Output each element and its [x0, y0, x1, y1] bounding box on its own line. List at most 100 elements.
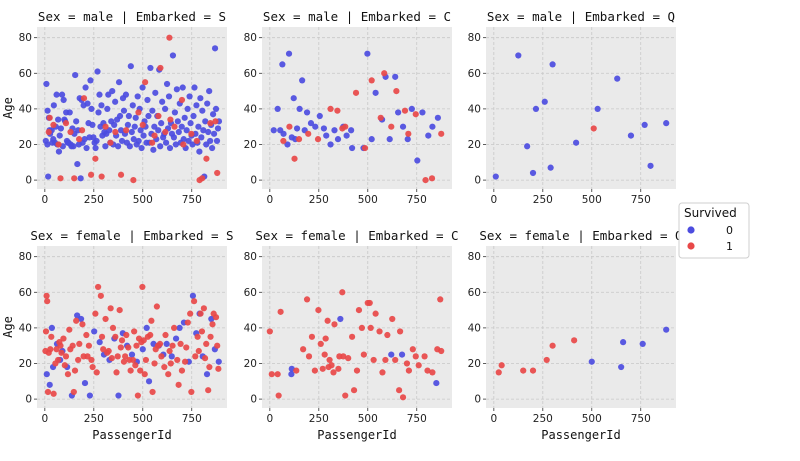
data-point-survived-0 — [128, 128, 135, 136]
data-point-survived-1 — [169, 342, 176, 349]
data-point-survived-0 — [429, 123, 436, 130]
y-tick-label: 60 — [19, 287, 32, 299]
data-point-survived-1 — [421, 353, 428, 360]
legend-title: Survived — [684, 206, 737, 220]
data-point-survived-0 — [127, 63, 134, 70]
data-point-survived-1 — [438, 130, 445, 137]
data-point-survived-1 — [366, 299, 373, 307]
data-point-survived-1 — [549, 342, 556, 349]
data-point-survived-0 — [58, 91, 66, 98]
data-point-survived-0 — [132, 114, 139, 121]
data-point-survived-1 — [60, 335, 67, 342]
y-tick-label: 20 — [19, 139, 32, 151]
panel-title: Sex = male | Embarked = S — [38, 9, 226, 24]
data-point-survived-0 — [200, 127, 207, 134]
data-point-survived-1 — [92, 310, 99, 317]
data-point-survived-0 — [57, 125, 64, 132]
data-point-survived-1 — [48, 333, 55, 340]
data-point-survived-0 — [327, 141, 334, 148]
data-point-survived-1 — [171, 324, 178, 331]
data-point-survived-1 — [57, 342, 64, 349]
data-point-survived-0 — [166, 144, 174, 152]
data-point-survived-0 — [386, 136, 393, 143]
data-point-survived-1 — [328, 362, 335, 369]
data-point-survived-1 — [92, 155, 99, 162]
x-tick-label: 0 — [266, 413, 273, 425]
data-point-survived-0 — [549, 61, 556, 68]
data-point-survived-1 — [322, 335, 329, 342]
data-point-survived-1 — [178, 367, 186, 374]
data-point-survived-0 — [211, 45, 219, 52]
data-point-survived-1 — [424, 367, 431, 374]
data-point-survived-0 — [89, 121, 96, 129]
data-point-survived-0 — [198, 134, 205, 141]
facet-panel: Sex = female | Embarked = C 0 20 40 60 80 0 250… — [244, 228, 459, 442]
y-tick-label: 0 — [25, 175, 32, 187]
x-tick-label: 750 — [182, 194, 202, 206]
data-point-survived-1 — [73, 317, 80, 324]
legend-marker-0 — [687, 226, 695, 234]
data-point-survived-1 — [64, 371, 72, 378]
data-point-survived-1 — [388, 123, 395, 130]
data-point-survived-1 — [137, 367, 144, 374]
data-point-survived-1 — [181, 358, 189, 365]
data-point-survived-0 — [162, 139, 170, 146]
data-point-survived-0 — [77, 175, 84, 182]
data-point-survived-1 — [415, 362, 422, 369]
data-point-survived-1 — [319, 365, 326, 372]
data-point-survived-0 — [408, 105, 415, 112]
data-point-survived-1 — [75, 356, 82, 364]
data-point-survived-1 — [335, 365, 342, 372]
data-point-survived-1 — [61, 362, 68, 369]
data-point-survived-0 — [96, 91, 103, 98]
legend-label-0: 0 — [726, 224, 733, 237]
data-point-survived-1 — [274, 371, 281, 378]
data-point-survived-0 — [158, 120, 165, 127]
data-point-survived-1 — [315, 306, 322, 314]
data-point-survived-1 — [520, 367, 527, 374]
data-point-survived-0 — [284, 141, 291, 148]
x-tick-label: 250 — [84, 194, 104, 206]
data-point-survived-1 — [409, 346, 416, 353]
data-point-survived-0 — [91, 328, 98, 335]
data-point-survived-0 — [45, 173, 52, 180]
data-point-survived-1 — [209, 321, 216, 328]
data-point-survived-0 — [115, 79, 123, 86]
data-point-survived-0 — [524, 143, 531, 150]
data-point-survived-1 — [162, 128, 169, 136]
data-point-survived-1 — [382, 356, 389, 364]
data-point-survived-1 — [147, 331, 154, 339]
data-point-survived-1 — [71, 367, 79, 374]
data-point-survived-0 — [144, 96, 151, 104]
data-point-survived-1 — [314, 136, 322, 143]
data-point-survived-0 — [116, 112, 124, 120]
data-point-survived-0 — [55, 148, 63, 155]
data-point-survived-1 — [89, 363, 96, 371]
data-point-survived-0 — [130, 136, 137, 143]
data-point-survived-1 — [381, 70, 388, 77]
y-axis-label: Age — [1, 97, 15, 119]
data-point-survived-0 — [532, 105, 540, 112]
data-point-survived-0 — [48, 324, 55, 331]
data-point-survived-1 — [190, 298, 198, 305]
data-point-survived-1 — [141, 371, 148, 378]
data-point-survived-0 — [205, 128, 212, 136]
data-point-survived-0 — [163, 80, 171, 88]
data-point-survived-1 — [311, 367, 318, 374]
x-tick-label: 750 — [631, 194, 651, 206]
data-point-survived-1 — [317, 340, 324, 348]
data-point-survived-0 — [175, 128, 182, 136]
x-tick-label: 500 — [133, 413, 153, 425]
data-point-survived-1 — [155, 112, 162, 120]
x-tick-label: 500 — [358, 413, 378, 425]
data-point-survived-0 — [399, 123, 407, 130]
data-point-survived-1 — [412, 111, 419, 118]
data-point-survived-1 — [62, 353, 70, 360]
data-point-survived-0 — [118, 137, 126, 145]
data-point-survived-1 — [53, 346, 60, 353]
y-tick-label: 20 — [468, 358, 481, 370]
data-point-survived-1 — [162, 331, 169, 339]
data-point-survived-0 — [274, 105, 281, 112]
data-point-survived-1 — [327, 105, 334, 112]
